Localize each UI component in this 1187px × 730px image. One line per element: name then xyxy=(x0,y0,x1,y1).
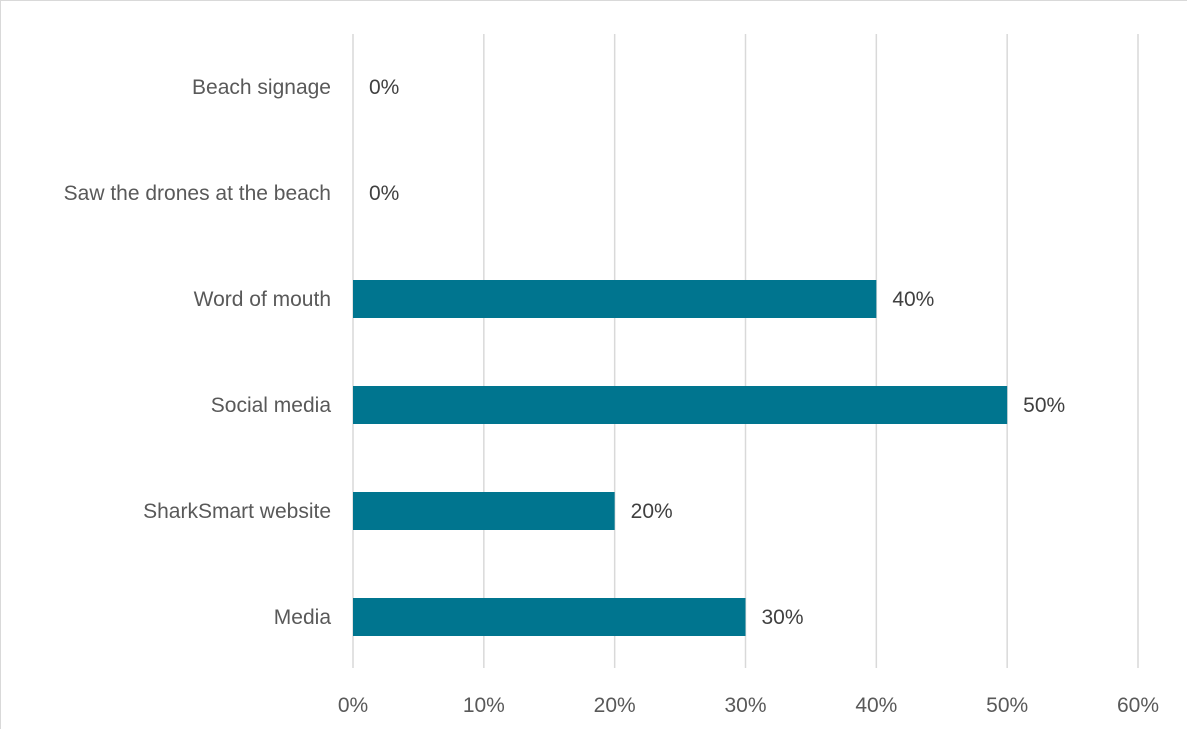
category-label-sharksmart-website: SharkSmart website xyxy=(143,500,331,523)
bar-media xyxy=(353,598,746,636)
category-label-beach-signage: Beach signage xyxy=(192,76,331,99)
x-tick-label-60: 60% xyxy=(1117,694,1159,717)
category-label-saw-the-drones-at-the-beach: Saw the drones at the beach xyxy=(64,182,331,205)
data-label-beach-signage: 0% xyxy=(369,76,399,99)
bars xyxy=(353,280,1008,636)
data-label-social-media: 50% xyxy=(1023,394,1065,417)
x-tick-label-0: 0% xyxy=(338,694,368,717)
data-label-word-of-mouth: 40% xyxy=(892,288,934,311)
x-tick-label-20: 20% xyxy=(594,694,636,717)
category-label-social-media: Social media xyxy=(211,394,332,417)
bar-sharksmart-website xyxy=(353,492,615,530)
gridlines xyxy=(352,34,1139,668)
category-label-media: Media xyxy=(274,606,332,629)
bar-word-of-mouth xyxy=(353,280,877,318)
x-tick-label-30: 30% xyxy=(724,694,766,717)
x-tick-label-50: 50% xyxy=(986,694,1028,717)
labels: 0% 10% 20% 30% 40% 50% 60% Beach signage 0% Saw t… xyxy=(64,76,1159,717)
x-tick-label-40: 40% xyxy=(855,694,897,717)
bar-social-media xyxy=(353,386,1008,424)
x-tick-label-10: 10% xyxy=(463,694,505,717)
data-label-media: 30% xyxy=(762,606,804,629)
category-label-word-of-mouth: Word of mouth xyxy=(194,288,331,311)
data-label-sharksmart-website: 20% xyxy=(631,500,673,523)
data-label-saw-the-drones-at-the-beach: 0% xyxy=(369,182,399,205)
